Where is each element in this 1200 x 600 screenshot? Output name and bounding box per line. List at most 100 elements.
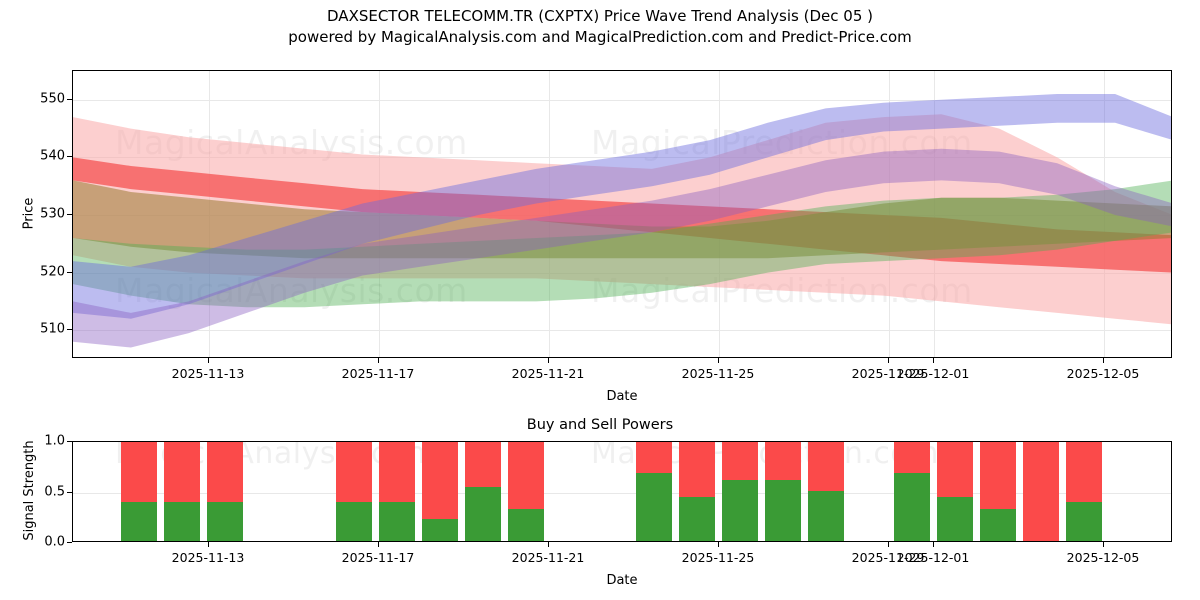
sell-power-segment <box>379 442 415 502</box>
sell-power-segment <box>765 442 801 481</box>
page-subtitle: powered by MagicalAnalysis.com and Magic… <box>288 28 912 46</box>
ytick-520: 520 <box>40 264 65 280</box>
ytick-510: 510 <box>40 321 65 337</box>
signal-bar <box>1023 442 1059 541</box>
sell-power-segment <box>465 442 501 488</box>
signal-bar <box>422 442 458 541</box>
price-wave-chart-plot-area: MagicalAnalysis.com MagicalPrediction.co… <box>72 70 1172 358</box>
sell-power-segment <box>1023 442 1059 541</box>
xtick-label-6: 2025-12-05 <box>1066 366 1140 381</box>
ytick-0.0: 0.0 <box>44 534 65 550</box>
signal-bar <box>808 442 844 541</box>
bar-xtick-label-5: 2025-12-01 <box>896 550 970 565</box>
sell-power-segment <box>422 442 458 519</box>
buy-power-segment <box>121 501 157 541</box>
buy-power-segment <box>980 508 1016 541</box>
buy-power-segment <box>765 480 801 541</box>
sell-power-segment <box>937 442 973 497</box>
signal-bar <box>336 442 372 541</box>
sell-power-segment <box>1066 442 1102 502</box>
gridline-0.5 <box>73 492 1171 494</box>
buy-power-segment <box>636 473 672 541</box>
band-olive-brown-band <box>73 180 1171 259</box>
bar-xtickmark-0 <box>208 542 209 547</box>
buy-power-segment <box>422 518 458 541</box>
ytickmark-1.0 <box>67 441 72 442</box>
signal-bar <box>508 442 544 541</box>
bar-xtickmark-5 <box>933 542 934 547</box>
buy-power-segment <box>894 473 930 541</box>
xtickmark-2025-11-21 <box>548 358 549 363</box>
buy-power-segment <box>465 487 501 541</box>
bar-xtickmark-1 <box>378 542 379 547</box>
xtick-label-5: 2025-12-01 <box>896 366 970 381</box>
ytick-530: 530 <box>40 206 65 222</box>
bar-xtick-label-0: 2025-11-13 <box>171 550 245 565</box>
xtickmark-2025-11-29 <box>888 358 889 363</box>
bar-xtickmark-2 <box>548 542 549 547</box>
signal-bar <box>121 442 157 541</box>
signal-bar <box>379 442 415 541</box>
bar-xtickmark-3 <box>718 542 719 547</box>
price-wave-bands <box>73 94 1171 348</box>
signal-bar <box>207 442 243 541</box>
ytickmark-530 <box>67 214 72 215</box>
xtickmark-2025-12-01 <box>933 358 934 363</box>
ytickmark-0.5 <box>67 491 72 493</box>
bar-xtick-label-6: 2025-12-05 <box>1066 550 1140 565</box>
buy-sell-powers-plot-area: MagicalAnalysis.com MagicalPrediction.co… <box>72 441 1172 542</box>
ytick-540: 540 <box>40 148 65 164</box>
buy-power-segment <box>937 496 973 541</box>
signal-bar <box>1066 442 1102 541</box>
xtickmark-2025-11-25 <box>718 358 719 363</box>
signal-bar <box>894 442 930 541</box>
sell-power-segment <box>679 442 715 497</box>
buy-power-segment <box>679 496 715 541</box>
xtickmark-2025-12-05 <box>1103 358 1104 363</box>
main-x-axis-label: Date <box>606 389 638 404</box>
ytick-0.5: 0.5 <box>44 484 65 499</box>
chart-title-block: DAXSECTOR TELECOMM.TR (CXPTX) Price Wave… <box>0 6 1200 48</box>
xtick-label-1: 2025-11-17 <box>341 366 415 381</box>
buy-power-segment <box>722 480 758 541</box>
page-title: DAXSECTOR TELECOMM.TR (CXPTX) Price Wave… <box>327 7 873 25</box>
ytick-1.0: 1.0 <box>44 433 65 449</box>
xtick-label-2: 2025-11-21 <box>511 366 585 381</box>
signal-bar <box>636 442 672 541</box>
buy-power-segment <box>207 501 243 541</box>
signal-bar <box>722 442 758 541</box>
buy-power-segment <box>164 501 200 541</box>
bar-xtickmark-6 <box>1103 542 1104 547</box>
bar-xtickmark-4 <box>888 542 889 547</box>
sell-power-segment <box>121 442 157 502</box>
band-purple-lower-band <box>73 148 1171 348</box>
bar-group <box>73 442 1171 541</box>
bar-x-axis-label: Date <box>606 573 638 588</box>
bar-xtick-label-1: 2025-11-17 <box>341 550 415 565</box>
sell-power-segment <box>636 442 672 474</box>
gridline-550 <box>73 99 1171 101</box>
signal-bar <box>980 442 1016 541</box>
xtick-label-0: 2025-11-13 <box>171 366 245 381</box>
signal-bar <box>164 442 200 541</box>
buy-power-segment <box>336 501 372 541</box>
ytickmark-520 <box>67 271 72 273</box>
buy-power-segment <box>808 490 844 541</box>
ytick-550: 550 <box>40 91 65 107</box>
ytickmark-550 <box>67 98 72 100</box>
ytickmark-540 <box>67 156 72 158</box>
xtick-label-3: 2025-11-25 <box>681 366 755 381</box>
ytickmark-0.0 <box>67 542 72 543</box>
buy-power-segment <box>508 508 544 541</box>
sell-power-segment <box>980 442 1016 509</box>
sell-power-segment <box>207 442 243 502</box>
signal-bar <box>465 442 501 541</box>
bar-y-axis-label: Signal Strength <box>22 440 37 541</box>
gridline-510 <box>73 330 1171 332</box>
xtickmark-2025-11-17 <box>378 358 379 363</box>
signal-bar <box>937 442 973 541</box>
band-green-band <box>73 180 1171 308</box>
sell-power-segment <box>722 442 758 481</box>
bar-xtick-label-4: 2025-11-29 <box>851 550 925 565</box>
